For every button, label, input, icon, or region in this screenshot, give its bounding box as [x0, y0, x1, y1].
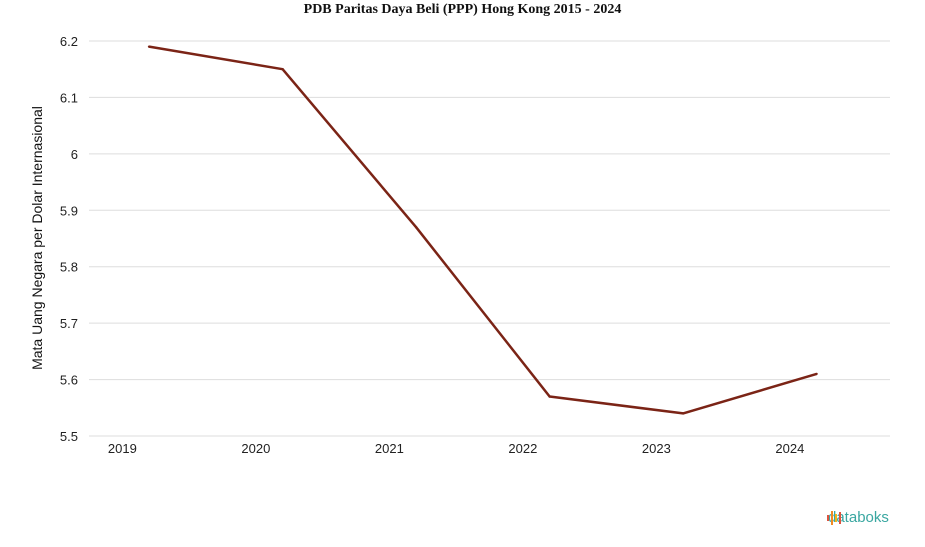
databoks-logo-icon [827, 511, 841, 525]
y-axis-label: Mata Uang Negara per Dolar Internasional [29, 106, 45, 370]
y-tick-label: 6.1 [60, 90, 78, 105]
x-tick-label: 2024 [775, 441, 804, 456]
data-point [815, 372, 818, 376]
data-point [414, 226, 418, 229]
series-line [148, 45, 817, 415]
series-points [147, 45, 818, 415]
data-point [681, 412, 685, 415]
y-tick-label: 5.5 [60, 429, 78, 444]
x-tick-label: 2020 [241, 441, 270, 456]
data-point [548, 395, 551, 398]
x-tick-labels: 2019 2020 2021 2022 2023 2024 [108, 441, 804, 456]
y-tick-label: 5.6 [60, 373, 78, 388]
chart-title: PDB Paritas Daya Beli (PPP) Hong Kong 20… [303, 2, 622, 17]
y-tick-label: 6.2 [60, 34, 78, 49]
brand-name: databoks [828, 509, 889, 526]
y-tick-labels: 5.5 5.6 5.7 5.8 5.9 6 6.1 6.2 [60, 34, 78, 444]
x-tick-label: 2022 [508, 441, 537, 456]
x-tick-label: 2023 [642, 441, 671, 456]
y-tick-label: 5.9 [60, 203, 78, 218]
grid-lines [89, 40, 890, 437]
y-tick-label: 5.7 [60, 316, 78, 331]
data-point [281, 68, 284, 71]
data-point [147, 45, 151, 48]
y-tick-label: 6 [71, 147, 78, 162]
databoks-brand: databoks [826, 509, 889, 526]
x-tick-label: 2021 [375, 441, 404, 456]
x-tick-label: 2019 [108, 441, 137, 456]
y-tick-label: 5.8 [60, 260, 78, 275]
